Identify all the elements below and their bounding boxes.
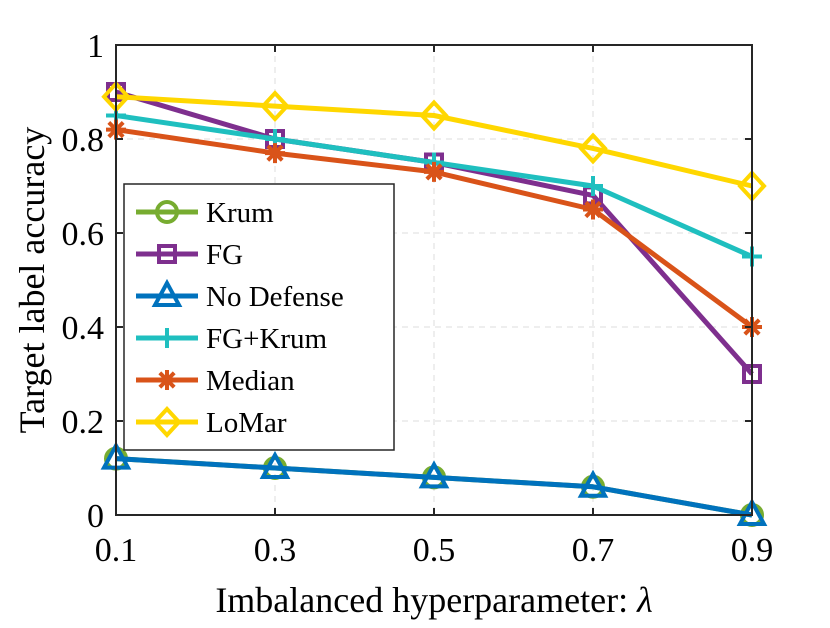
y-tick-label: 1 [87,28,104,65]
y-tick-label: 0.4 [62,310,105,347]
series-line-lomar [115,94,753,189]
axis-ticks: 0.1 0.3 0.5 0.7 0.9 0 0.2 0.4 0.6 0.8 1 [62,28,774,569]
y-tick-label: 0 [87,498,104,535]
y-tick-label: 0.2 [62,404,105,441]
x-tick-label: 0.7 [572,532,615,569]
legend-label: Krum [206,197,274,229]
data-point-no-defense [418,460,450,489]
legend-marker [157,244,177,264]
legend-marker [151,278,183,307]
data-point-no-defense [736,497,768,526]
legend-marker [157,328,177,348]
legend-item-no-defense: No Defense [136,278,344,313]
legend-label: FG [206,239,243,271]
legend-label: LoMar [206,407,287,439]
data-point-lomar [578,132,608,165]
data-point-median [424,161,444,182]
legend-label: Median [206,365,295,397]
x-tick-label: 0.9 [731,532,774,569]
legend-marker [152,406,182,438]
legend: Krum FG No Defense FG+Krum Median LoMar [123,183,395,451]
legend-marker [157,370,177,390]
y-tick-label: 0.6 [62,216,105,253]
legend-item-fg: FG [136,239,243,271]
legend-marker [155,200,179,224]
y-axis-title: Target label accuracy [12,127,52,434]
legend-item-krum: Krum [136,197,274,229]
data-point-fg-krum [583,176,603,196]
legend-box [123,183,395,451]
legend-item-fg-krum: FG+Krum [136,323,328,355]
data-point-lomar [260,90,290,123]
y-tick-label: 0.8 [62,122,105,159]
x-tick-label: 0.1 [95,532,138,569]
x-tick-label: 0.3 [254,532,297,569]
series-line-no-defense [115,456,753,518]
x-tick-label: 0.5 [413,532,456,569]
data-point-median [265,143,285,164]
x-axis-title: Imbalanced hyperparameter: λ [215,580,652,620]
data-point-median [583,199,603,220]
legend-label: FG+Krum [206,323,328,355]
legend-item-lomar: LoMar [136,406,287,439]
data-point-no-defense [259,450,291,479]
data-point-lomar [419,99,449,132]
legend-item-median: Median [136,365,295,397]
data-point-no-defense [577,469,609,498]
legend-label: No Defense [206,281,344,313]
